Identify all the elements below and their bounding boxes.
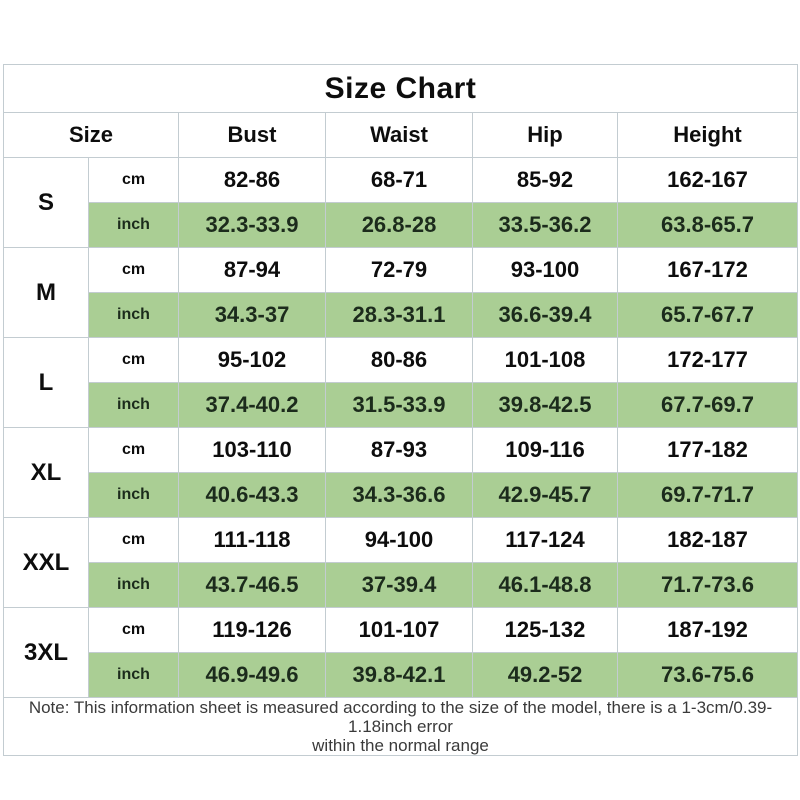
measurement-cm: 95-102 xyxy=(178,337,326,383)
measurement-inch: 39.8-42.5 xyxy=(472,382,618,428)
unit-label-inch: inch xyxy=(88,472,179,518)
size-label: 3XL xyxy=(3,607,89,698)
measurement-inch: 73.6-75.6 xyxy=(617,652,798,698)
unit-label-cm: cm xyxy=(88,517,179,563)
measurement-cm: 172-177 xyxy=(617,337,798,383)
column-header-bust: Bust xyxy=(178,112,326,158)
size-row-cm: XL cm 103-110 87-93 109-116 177-182 xyxy=(3,427,798,518)
measurement-cm: 82-86 xyxy=(178,157,326,203)
size-label: L xyxy=(3,337,89,428)
size-row-inch: inch 32.3-33.9 26.8-28 33.5-36.2 63.8-65.7 xyxy=(4,202,798,248)
measurement-inch: 69.7-71.7 xyxy=(617,472,798,518)
measurement-cm: 93-100 xyxy=(472,247,618,293)
size-row-cm: 3XL cm 119-126 101-107 125-132 187-192 xyxy=(3,607,798,698)
measurement-inch: 39.8-42.1 xyxy=(325,652,473,698)
header-row: Size Bust Waist Hip Height xyxy=(3,112,798,158)
measurement-inch: 26.8-28 xyxy=(325,202,473,248)
measurement-inch: 37-39.4 xyxy=(325,562,473,608)
measurement-cm: 162-167 xyxy=(617,157,798,203)
size-label: S xyxy=(3,157,89,248)
measurement-inch: 46.9-49.6 xyxy=(178,652,326,698)
measurement-inch: 31.5-33.9 xyxy=(325,382,473,428)
unit-label-inch: inch xyxy=(88,652,179,698)
measurement-cm: 87-94 xyxy=(178,247,326,293)
note: Note: This information sheet is measured… xyxy=(3,697,798,756)
note-row: Note: This information sheet is measured… xyxy=(3,697,798,756)
measurement-inch: 67.7-69.7 xyxy=(617,382,798,428)
chart-title: Size Chart xyxy=(3,64,798,113)
size-label: M xyxy=(3,247,89,338)
note-line-1: Note: This information sheet is measured… xyxy=(28,698,773,736)
unit-label-inch: inch xyxy=(88,202,179,248)
unit-label-inch: inch xyxy=(88,292,179,338)
measurement-inch: 33.5-36.2 xyxy=(472,202,618,248)
unit-label-cm: cm xyxy=(88,337,179,383)
title-row: Size Chart xyxy=(3,64,798,113)
measurement-inch: 37.4-40.2 xyxy=(178,382,326,428)
measurement-cm: 94-100 xyxy=(325,517,473,563)
size-row-inch: inch 43.7-46.5 37-39.4 46.1-48.8 71.7-73.6 xyxy=(4,562,798,608)
note-line-2: within the normal range xyxy=(312,736,489,755)
measurement-inch: 42.9-45.7 xyxy=(472,472,618,518)
unit-label-cm: cm xyxy=(88,607,179,653)
column-header-height: Height xyxy=(617,112,798,158)
unit-label-cm: cm xyxy=(88,427,179,473)
measurement-cm: 182-187 xyxy=(617,517,798,563)
measurement-inch: 34.3-36.6 xyxy=(325,472,473,518)
measurement-inch: 43.7-46.5 xyxy=(178,562,326,608)
measurement-cm: 187-192 xyxy=(617,607,798,653)
unit-label-inch: inch xyxy=(88,382,179,428)
measurement-cm: 117-124 xyxy=(472,517,618,563)
measurement-cm: 85-92 xyxy=(472,157,618,203)
column-header-waist: Waist xyxy=(325,112,473,158)
table-head: Size Chart Size Bust Waist Hip Height xyxy=(3,64,798,158)
measurement-inch: 71.7-73.6 xyxy=(617,562,798,608)
size-row-inch: inch 46.9-49.6 39.8-42.1 49.2-52 73.6-75.6 xyxy=(4,652,798,698)
size-row-inch: inch 40.6-43.3 34.3-36.6 42.9-45.7 69.7-71.7 xyxy=(4,472,798,518)
measurement-cm: 101-108 xyxy=(472,337,618,383)
measurement-cm: 68-71 xyxy=(325,157,473,203)
measurement-inch: 36.6-39.4 xyxy=(472,292,618,338)
size-row-cm: XXL cm 111-118 94-100 117-124 182-187 xyxy=(3,517,798,608)
measurement-inch: 34.3-37 xyxy=(178,292,326,338)
measurement-cm: 125-132 xyxy=(472,607,618,653)
measurement-cm: 111-118 xyxy=(178,517,326,563)
measurement-cm: 101-107 xyxy=(325,607,473,653)
table-foot: Note: This information sheet is measured… xyxy=(3,697,798,756)
unit-label-cm: cm xyxy=(88,157,179,203)
size-label: XXL xyxy=(3,517,89,608)
size-row-inch: inch 34.3-37 28.3-31.1 36.6-39.4 65.7-67.7 xyxy=(4,292,798,338)
measurement-inch: 65.7-67.7 xyxy=(617,292,798,338)
measurement-inch: 46.1-48.8 xyxy=(472,562,618,608)
measurement-inch: 28.3-31.1 xyxy=(325,292,473,338)
unit-label-inch: inch xyxy=(88,562,179,608)
measurement-inch: 49.2-52 xyxy=(472,652,618,698)
column-header-hip: Hip xyxy=(472,112,618,158)
measurement-cm: 103-110 xyxy=(178,427,326,473)
column-header-size: Size xyxy=(3,112,179,158)
measurement-inch: 40.6-43.3 xyxy=(178,472,326,518)
measurement-cm: 87-93 xyxy=(325,427,473,473)
measurement-inch: 32.3-33.9 xyxy=(178,202,326,248)
measurement-cm: 72-79 xyxy=(325,247,473,293)
size-row-inch: inch 37.4-40.2 31.5-33.9 39.8-42.5 67.7-69.7 xyxy=(4,382,798,428)
unit-label-cm: cm xyxy=(88,247,179,293)
measurement-cm: 119-126 xyxy=(178,607,326,653)
measurement-cm: 109-116 xyxy=(472,427,618,473)
measurement-cm: 167-172 xyxy=(617,247,798,293)
measurement-cm: 80-86 xyxy=(325,337,473,383)
size-label: XL xyxy=(3,427,89,518)
measurement-cm: 177-182 xyxy=(617,427,798,473)
measurement-inch: 63.8-65.7 xyxy=(617,202,798,248)
